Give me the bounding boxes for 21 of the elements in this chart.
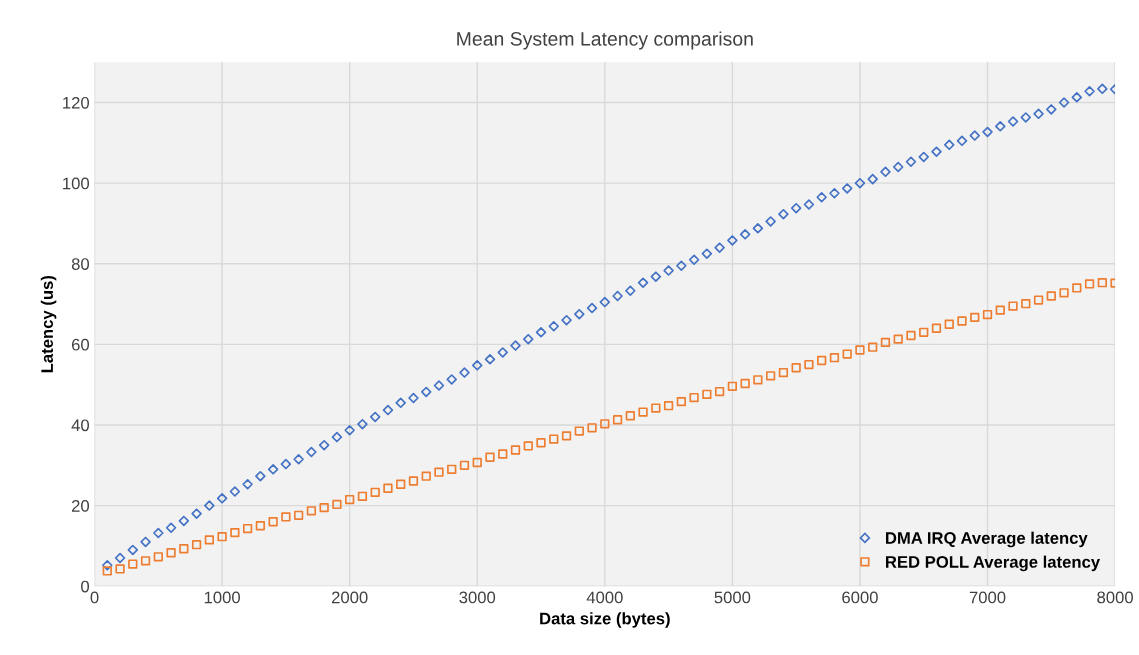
x-tick-label: 0 bbox=[90, 591, 99, 604]
x-tick-label: 4000 bbox=[586, 591, 623, 604]
y-tick-label: 80 bbox=[71, 258, 90, 270]
legend-label: RED POLL Average latency bbox=[886, 555, 1100, 572]
x-tick-label: 3000 bbox=[459, 591, 496, 604]
y-tick-label: 40 bbox=[71, 419, 90, 432]
x-tick-label: 8000 bbox=[1097, 591, 1133, 604]
x-tick-label: 5000 bbox=[714, 591, 751, 604]
chart-title: Mean System Latency comparison bbox=[457, 31, 753, 50]
y-tick-label: 20 bbox=[71, 500, 90, 512]
y-tick-label: 120 bbox=[63, 96, 90, 109]
legend-label: DMA IRQ Average latency bbox=[886, 531, 1088, 548]
x-axis-title: Data size (bytes) bbox=[540, 612, 670, 628]
x-tick-label: 7000 bbox=[969, 591, 1006, 604]
x-tick-label: 6000 bbox=[842, 591, 878, 604]
y-tick-label: 100 bbox=[63, 177, 90, 190]
x-tick-label: 2000 bbox=[331, 591, 368, 604]
y-tick-label: 60 bbox=[71, 338, 90, 351]
x-tick-label: 1000 bbox=[204, 591, 240, 604]
y-axis-title: Latency (us) bbox=[40, 275, 57, 373]
y-tick-label: 0 bbox=[81, 580, 90, 593]
